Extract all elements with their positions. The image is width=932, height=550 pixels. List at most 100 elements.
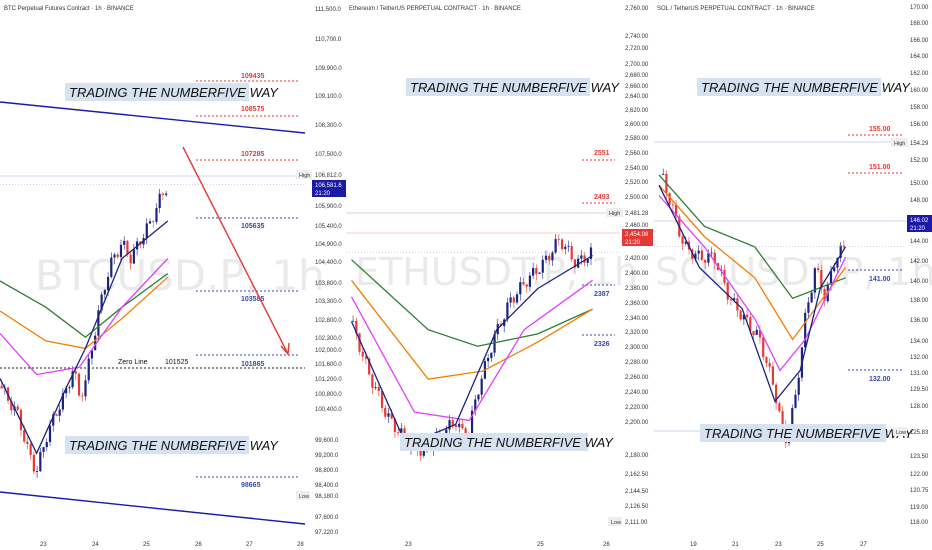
- eth-time-axis[interactable]: 23 25 26: [405, 542, 610, 548]
- btc-candle-body: [132, 249, 135, 264]
- eth-axis-label: 2,740.00: [625, 34, 649, 40]
- btc-levels: 109435 108575 107285 105635 103585 10186…: [196, 73, 300, 489]
- sol-candle-body: [768, 362, 771, 367]
- btc-axis-label: 97,600.0: [315, 515, 339, 521]
- btc-candle-body: [158, 193, 161, 209]
- btc-candle-body: [126, 240, 129, 255]
- sol-axis-label: 154.29: [910, 141, 929, 147]
- sol-axis-label: 152.00: [910, 158, 929, 164]
- eth-axis-label: 2,240.00: [625, 390, 649, 396]
- btc-candle-body: [113, 254, 116, 258]
- sol-axis-label: 132.00: [910, 355, 929, 361]
- eth-moving-average: [350, 254, 593, 446]
- eth-candle-body: [487, 357, 490, 362]
- btc-level-label: 98665: [241, 482, 261, 489]
- eth-candle-body: [351, 320, 355, 322]
- eth-banner-bottom-text: TRADING THE NUMBERFIVE WAY: [404, 435, 614, 450]
- btc-candle-body: [52, 414, 55, 426]
- sol-axis-label: 138.00: [910, 298, 929, 304]
- eth-candle-body: [538, 272, 541, 274]
- eth-candle-body: [509, 297, 512, 303]
- btc-series-group: [0, 184, 305, 478]
- eth-high-tag: [606, 208, 623, 217]
- btc-level-label: 108575: [241, 106, 264, 113]
- btc-axis-label: 97,220.0: [315, 530, 339, 536]
- panel-eth: Ethereum / TetherUS PERPETUAL CONTRACT ·…: [346, 0, 653, 548]
- sol-candle-body: [762, 337, 765, 358]
- btc-candle-body: [145, 223, 148, 239]
- eth-candle-body: [577, 258, 580, 268]
- eth-candle-body: [419, 451, 422, 456]
- eth-axis-label: 2,300.00: [625, 345, 649, 351]
- sol-level-label: 132.00: [869, 376, 891, 383]
- sol-price-axis[interactable]: 170.00 168.00 166.00 164.00 162.00 160.0…: [891, 5, 932, 526]
- sol-axis-label: 140.00: [910, 279, 929, 285]
- sol-candle-body: [813, 268, 816, 293]
- btc-projection-arrow[interactable]: [182, 146, 290, 356]
- btc-last-price: 106,581.6: [315, 183, 342, 189]
- sol-banner-top-text: TRADING THE NUMBERFIVE WAY: [701, 80, 911, 95]
- sol-x-tick: 25: [817, 542, 824, 548]
- btc-chart-title: BTC Perpetual Futures Contract · 1h · BI…: [4, 6, 134, 12]
- eth-axis-label: 2,144.50: [625, 489, 649, 495]
- eth-price-axis[interactable]: 2,760.00 2,740.00 2,720.00 2,700.00 2,68…: [606, 6, 653, 526]
- eth-candle-body: [390, 413, 393, 419]
- btc-axis-label: 102,300.0: [315, 336, 342, 342]
- sol-candle-body: [749, 317, 752, 332]
- sol-candle-body: [836, 257, 839, 268]
- eth-last-price: 2,454.08: [625, 232, 649, 238]
- btc-time-axis[interactable]: 23 24 25 26 27 28: [40, 542, 304, 548]
- eth-candle-body: [480, 378, 483, 395]
- btc-axis-label: 111,500.0: [315, 7, 341, 13]
- eth-axis-label: 2,320.00: [625, 330, 649, 336]
- eth-x-tick: 26: [603, 542, 610, 548]
- sol-axis-label: 160.00: [910, 88, 929, 94]
- panel-sol: SOL / TetherUS PERPETUAL CONTRACT · 1h ·…: [654, 0, 932, 548]
- eth-candle-body: [506, 302, 509, 320]
- eth-candle-body: [580, 255, 583, 259]
- sol-moving-average: [658, 184, 847, 341]
- eth-axis-label: 2,760.00: [625, 6, 649, 12]
- btc-x-tick: 25: [143, 542, 150, 548]
- sol-candle-body: [794, 394, 797, 408]
- btc-banner-bottom-text: TRADING THE NUMBERFIVE WAY: [69, 438, 279, 453]
- btc-upper-trendline[interactable]: [0, 101, 306, 134]
- btc-axis-label: 101,600.0: [315, 362, 342, 368]
- eth-x-tick: 25: [537, 542, 544, 548]
- btc-axis-label: 99,200.0: [315, 453, 339, 459]
- btc-candle-body: [81, 395, 84, 397]
- btc-x-tick: 27: [246, 542, 253, 548]
- btc-x-tick: 23: [40, 542, 47, 548]
- btc-candle-body: [90, 350, 94, 359]
- btc-lower-trendline[interactable]: [0, 491, 306, 525]
- sol-candle-body: [778, 403, 781, 412]
- btc-zero-line-value: 101525: [165, 359, 188, 366]
- eth-candle-body: [586, 259, 589, 263]
- eth-axis-label: 2,220.00: [625, 405, 649, 411]
- sol-candle-body: [713, 252, 716, 264]
- btc-high-tag-text: High: [299, 173, 310, 179]
- btc-zero-line-label: Zero Line: [118, 359, 148, 366]
- sol-time-axis[interactable]: 19 21 23 25 27: [690, 542, 867, 548]
- sol-candle-body: [697, 250, 700, 254]
- eth-axis-label: 2,260.00: [625, 375, 649, 381]
- sol-candle-body: [707, 253, 710, 263]
- eth-candle-body: [470, 410, 474, 435]
- sol-axis-label: 136.00: [910, 318, 929, 324]
- eth-axis-label: 2,280.00: [625, 360, 649, 366]
- eth-moving-average: [351, 259, 593, 347]
- eth-candle-body: [380, 390, 384, 408]
- sol-candle-body: [681, 236, 684, 244]
- btc-countdown: 21:20: [315, 191, 331, 197]
- btc-price-axis[interactable]: 111,500.0 110,700.0 109,900.0 109,100.0 …: [296, 7, 346, 536]
- eth-banner-top: [406, 78, 590, 96]
- btc-candle-body: [16, 406, 19, 410]
- eth-candle-body: [544, 255, 548, 260]
- btc-axis-label: 102,000.0: [315, 348, 342, 354]
- btc-candle-body: [103, 290, 106, 295]
- eth-candle-body: [490, 352, 493, 358]
- eth-axis-label: 2,560.00: [625, 151, 649, 157]
- sol-candle-body: [668, 193, 671, 205]
- sol-axis-label: 156.00: [910, 122, 929, 128]
